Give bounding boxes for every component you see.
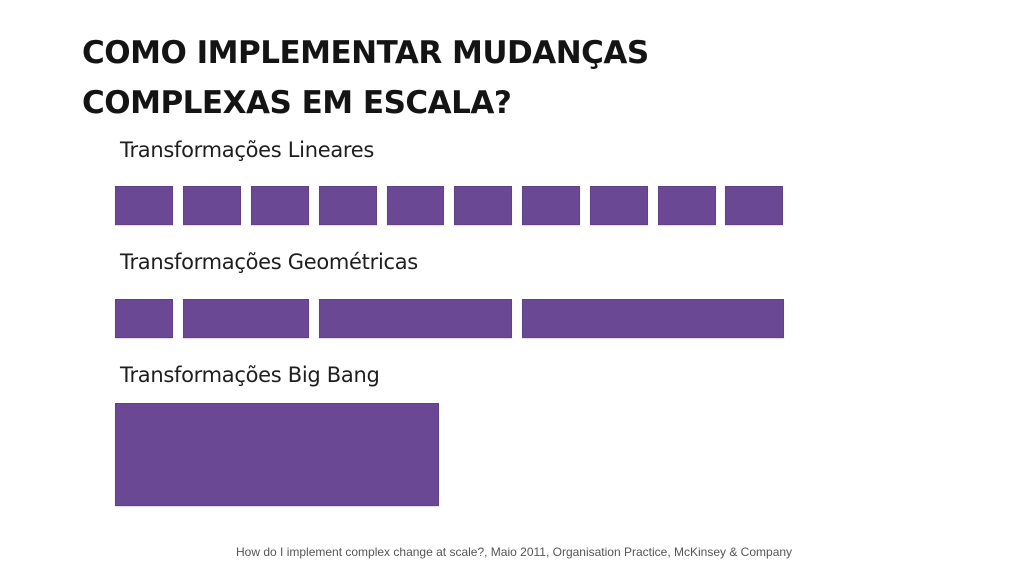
linear-block-7: [522, 186, 580, 225]
source-citation: How do I implement complex change at sca…: [236, 545, 793, 559]
section-label-linear: Transformações Lineares: [120, 138, 375, 162]
linear-block-3: [251, 186, 309, 225]
title-line-1: COMO IMPLEMENTAR MUDANÇAS: [82, 35, 649, 71]
linear-block-2: [183, 186, 241, 225]
big-bang-block: [115, 403, 439, 506]
linear-block-8: [590, 186, 648, 225]
slide-title: COMO IMPLEMENTAR MUDANÇAS COMPLEXAS EM E…: [82, 28, 842, 128]
geometric-block-1: [115, 299, 173, 338]
geometric-block-4: [522, 299, 784, 338]
title-line-2: COMPLEXAS EM ESCALA?: [82, 85, 512, 121]
geometric-block-2: [183, 299, 309, 338]
linear-block-1: [115, 186, 173, 225]
linear-block-5: [387, 186, 444, 225]
linear-block-4: [319, 186, 377, 225]
linear-block-10: [725, 186, 783, 225]
linear-block-6: [454, 186, 512, 225]
section-label-geometric: Transformações Geométricas: [120, 250, 418, 274]
linear-block-9: [658, 186, 716, 225]
geometric-block-3: [319, 299, 512, 338]
section-label-big-bang: Transformações Big Bang: [120, 363, 380, 387]
